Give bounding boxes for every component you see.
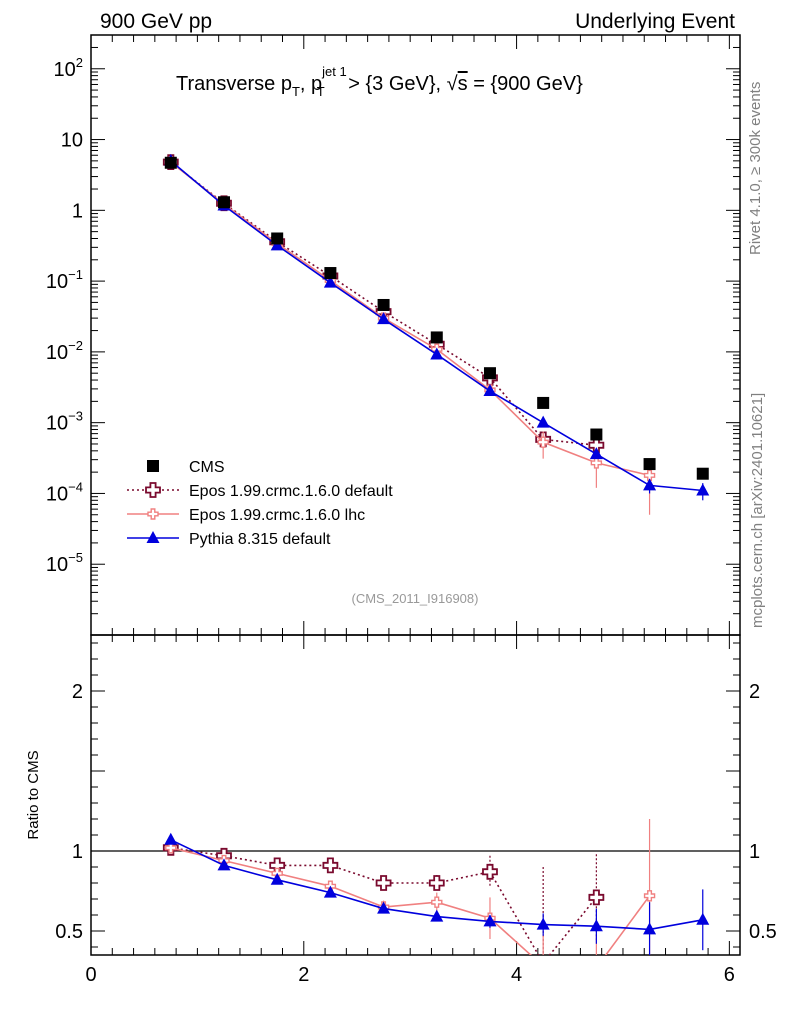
pythia-8-315-default-legend-label: Pythia 8.315 default <box>189 531 331 548</box>
ratio-tick-label-right: 0.5 <box>749 921 777 943</box>
pythia-8-315-default-ratio-point <box>270 872 284 885</box>
epos-1-99-crmc-1-6-0-default-legend-marker <box>145 482 161 498</box>
pythia-8-315-default-ratio-point <box>589 919 603 932</box>
cms-point <box>324 267 337 280</box>
pythia-8-315-default-ratio-point <box>483 914 497 927</box>
pythia-8-315-default-point <box>643 478 657 491</box>
pythia-8-315-default-point <box>323 275 337 288</box>
pythia-8-315-default-ratio-point <box>164 832 178 845</box>
ratio-tick-label-right: 2 <box>749 681 760 703</box>
y-tick-label: 10−4 <box>46 479 83 505</box>
ratio-tick-label-left: 0.5 <box>55 921 83 943</box>
y-tick-label: 102 <box>54 55 83 81</box>
y-tick-label: 10 <box>61 130 83 152</box>
cms-point <box>537 396 550 409</box>
pythia-8-315-default-point <box>589 447 603 460</box>
epos-1-99-crmc-1-6-0-lhc-point <box>643 469 656 482</box>
pythia-8-315-default-ratio-point <box>377 901 391 914</box>
title-part-b: , p <box>300 73 322 95</box>
y-tick-label: 10−1 <box>46 267 83 293</box>
title-part-a: Transverse p <box>176 73 292 95</box>
pythia-8-315-default-point <box>377 312 391 325</box>
series-layer <box>162 153 710 973</box>
title-s: s <box>458 73 468 95</box>
cms-legend-label: CMS <box>189 459 225 476</box>
epos-1-99-crmc-1-6-0-lhc-ratio-point <box>591 963 601 973</box>
epos-1-99-crmc-1-6-0-default-ratio-point <box>428 875 445 891</box>
cms-point <box>696 467 709 480</box>
title-sub-b: T <box>317 84 325 99</box>
epos-1-99-crmc-1-6-0-lhc-ratio-point <box>538 961 548 971</box>
title-part-d: = {900 GeV} <box>468 73 583 95</box>
epos-1-99-crmc-1-6-0-lhc-ratio-point <box>431 896 443 908</box>
cms-point <box>164 156 177 169</box>
y-tick-label: 1 <box>72 200 83 222</box>
epos-1-99-crmc-1-6-0-default-ratio-point <box>375 875 392 891</box>
cms-legend-marker <box>147 460 159 472</box>
pythia-8-315-default-ratio-point <box>643 922 657 935</box>
pythia-8-315-default-legend-marker <box>146 531 160 543</box>
ratio-tick-label-left: 1 <box>72 841 83 863</box>
pythia-8-315-default-point <box>483 384 497 397</box>
legend: CMS Epos 1.99.crmc.1.6.0 default Epos 1.99… <box>127 459 393 548</box>
cms-point <box>643 458 656 471</box>
y-tick-label: 10−3 <box>46 409 83 435</box>
pythia-8-315-default-line <box>170 160 703 492</box>
cms-point <box>271 232 284 245</box>
ratio-y-axis-label: Ratio to CMS <box>25 750 42 839</box>
cms-point <box>377 298 390 311</box>
x-tick-label: 0 <box>85 964 96 986</box>
pythia-8-315-default-point <box>696 483 710 496</box>
title-sub-a: T <box>292 84 300 99</box>
epos-1-99-crmc-1-6-0-lhc-line <box>170 161 650 477</box>
ratio-panel-series <box>162 819 710 973</box>
header-left-label: 900 GeV pp <box>100 10 212 33</box>
epos-1-99-crmc-1-6-0-default-legend-label: Epos 1.99.crmc.1.6.0 default <box>189 483 393 500</box>
pythia-8-315-default-ratio-point <box>430 909 444 922</box>
y-tick-label: 10−2 <box>46 338 83 364</box>
epos-1-99-crmc-1-6-0-lhc-legend-marker <box>147 508 159 520</box>
epos-1-99-crmc-1-6-0-default-ratio-point <box>482 863 498 880</box>
y-tick-label: 10−5 <box>46 550 83 576</box>
epos-1-99-crmc-1-6-0-default-ratio-point <box>322 857 339 874</box>
pythia-8-315-default-point <box>536 415 550 428</box>
x-tick-label: 2 <box>298 964 309 986</box>
epos-1-99-crmc-1-6-0-lhc-point <box>537 436 549 448</box>
x-tick-label: 4 <box>511 964 522 986</box>
ratio-tick-label-left: 2 <box>72 681 83 703</box>
title-sup-b: jet 1 <box>321 64 347 79</box>
epos-1-99-crmc-1-6-0-lhc-legend-label: Epos 1.99.crmc.1.6.0 lhc <box>189 507 365 524</box>
epos-1-99-crmc-1-6-0-lhc-ratio-point <box>643 890 656 902</box>
epos-1-99-crmc-1-6-0-lhc-point <box>590 457 603 469</box>
pythia-8-315-default-ratio-point <box>217 858 231 871</box>
epos-1-99-crmc-1-6-0-default-ratio-point <box>536 956 550 970</box>
rivet-version-label: Rivet 4.1.0, ≥ 300k events <box>747 82 764 255</box>
cms-point <box>217 196 230 209</box>
mcplots-label: mcplots.cern.ch [arXiv:2401.10621] <box>749 393 766 628</box>
pythia-8-315-default-ratio-point <box>696 912 710 925</box>
cms-point <box>483 367 496 380</box>
pythia-8-315-default-ratio-point <box>536 917 550 930</box>
cms-point <box>430 331 443 344</box>
epos-1-99-crmc-1-6-0-lhc-ratio-point <box>165 842 177 854</box>
axes-layer: 0 2 4 6 102 10 1 10−1 10−2 10−3 10−4 10−5 2 2 1 1 0.5 0.5 <box>46 34 777 986</box>
main-panel-series <box>162 153 710 515</box>
epos-1-99-crmc-1-6-0-lhc-ratio-line <box>170 847 651 955</box>
pythia-8-315-default-point <box>430 347 444 360</box>
analysis-id-label: (CMS_2011_I916908) <box>352 591 479 606</box>
epos-1-99-crmc-1-6-0-default-ratio-line <box>170 847 597 955</box>
ratio-tick-label-right: 1 <box>749 841 760 863</box>
ratio-plot-frame <box>90 634 741 956</box>
header-right-label: Underlying Event <box>575 10 735 33</box>
pythia-8-315-default-ratio-point <box>323 885 337 898</box>
epos-1-99-crmc-1-6-0-default-ratio-point <box>588 889 605 906</box>
cms-point <box>590 428 603 441</box>
x-tick-label: 6 <box>724 964 735 986</box>
title-part-c: > {3 GeV}, <box>343 73 447 95</box>
title-sqrt: √ <box>447 73 458 95</box>
